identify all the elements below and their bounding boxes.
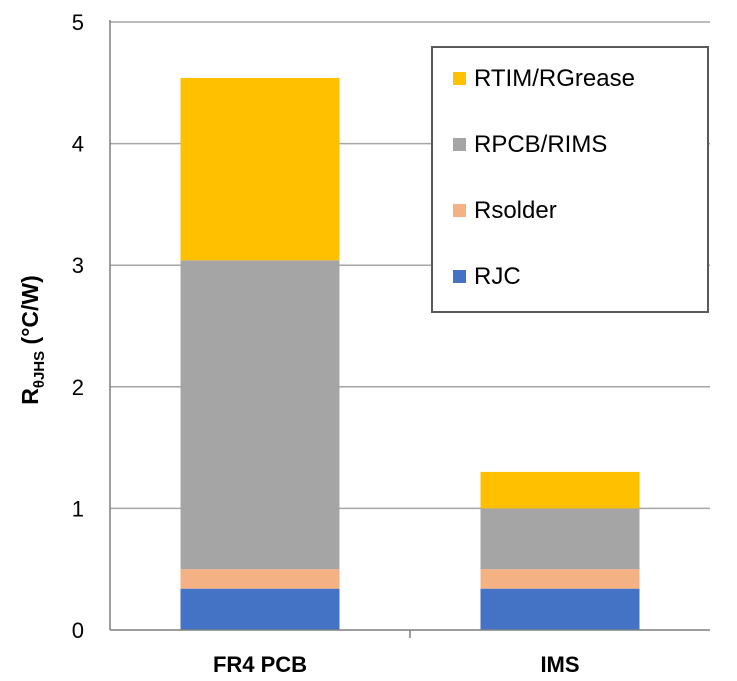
- legend-box: [431, 46, 709, 313]
- y-tick-label: 2: [72, 375, 84, 400]
- x-category-label: IMS: [540, 652, 579, 677]
- bar-segment: [180, 77, 340, 261]
- legend-swatch: [453, 138, 466, 151]
- bars: [180, 77, 640, 630]
- y-tick-label: 1: [72, 496, 84, 521]
- x-category-labels: FR4 PCB IMS: [213, 652, 580, 677]
- bar-segment: [180, 260, 340, 570]
- axes: [109, 20, 710, 638]
- bar-segment: [480, 569, 640, 589]
- y-axis-label-main: R: [17, 388, 43, 405]
- bar-segment: [480, 471, 640, 509]
- bar-segment: [480, 508, 640, 570]
- legend-label: RTIM/RGrease: [474, 65, 635, 92]
- legend-label: RPCB/RIMS: [474, 131, 607, 158]
- y-axis-label-sub: θJHS: [31, 351, 48, 388]
- y-tick-labels: 0 1 2 3 4 5: [72, 10, 84, 643]
- legend-swatch: [453, 72, 466, 85]
- y-tick-label: 5: [72, 10, 84, 35]
- bar-segment: [480, 588, 640, 630]
- legend-label: Rsolder: [474, 197, 557, 224]
- x-category-label: FR4 PCB: [213, 652, 307, 677]
- y-tick-label: 4: [72, 132, 84, 157]
- bar-segment: [180, 569, 340, 589]
- y-axis-label: RθJHS (°C/W): [17, 275, 48, 405]
- legend: RTIM/RGrease RPCB/RIMS Rsolder RJC: [431, 46, 709, 313]
- y-axis-label-unit: (°C/W): [17, 275, 43, 351]
- legend-swatch: [453, 270, 466, 283]
- legend-label: RJC: [474, 263, 521, 290]
- y-tick-label: 3: [72, 253, 84, 278]
- bar-segment: [180, 588, 340, 630]
- y-tick-label: 0: [72, 618, 84, 643]
- legend-swatch: [453, 204, 466, 217]
